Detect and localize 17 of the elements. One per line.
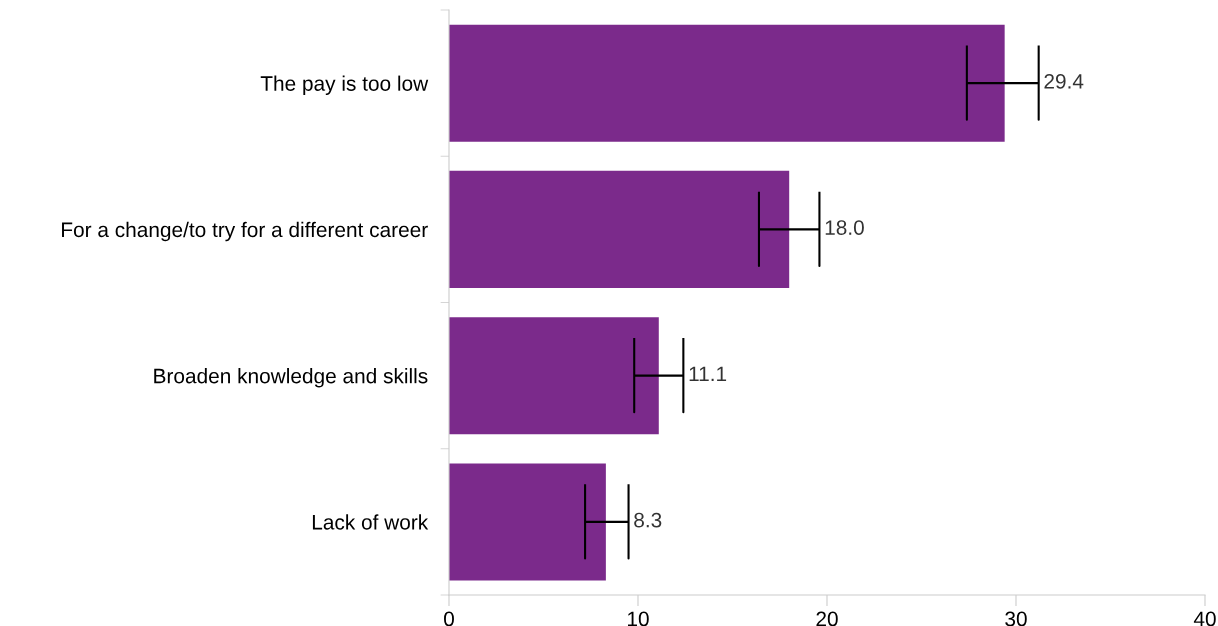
y-tick-label: Lack of work [312,514,429,530]
x-tick-label: 40 [1193,611,1216,626]
bar [449,317,659,435]
y-tick-label: The pay is too low [260,75,429,95]
bar [449,170,790,288]
data-label: 18.0 [825,220,864,235]
data-label: 11.1 [689,366,727,382]
x-tick-label: 10 [628,611,649,626]
bar [449,463,606,581]
x-tick-label: 30 [1005,611,1027,626]
y-tick-label: For a change/to try for a different career [62,221,428,242]
data-label: 8.3 [634,512,662,528]
x-tick-label: 0 [444,611,454,626]
x-tick-label: 20 [816,611,838,626]
bar [449,24,1005,142]
data-label: 29.4 [1044,73,1084,89]
y-tick-label: Broaden knowledge and skills [154,368,428,388]
